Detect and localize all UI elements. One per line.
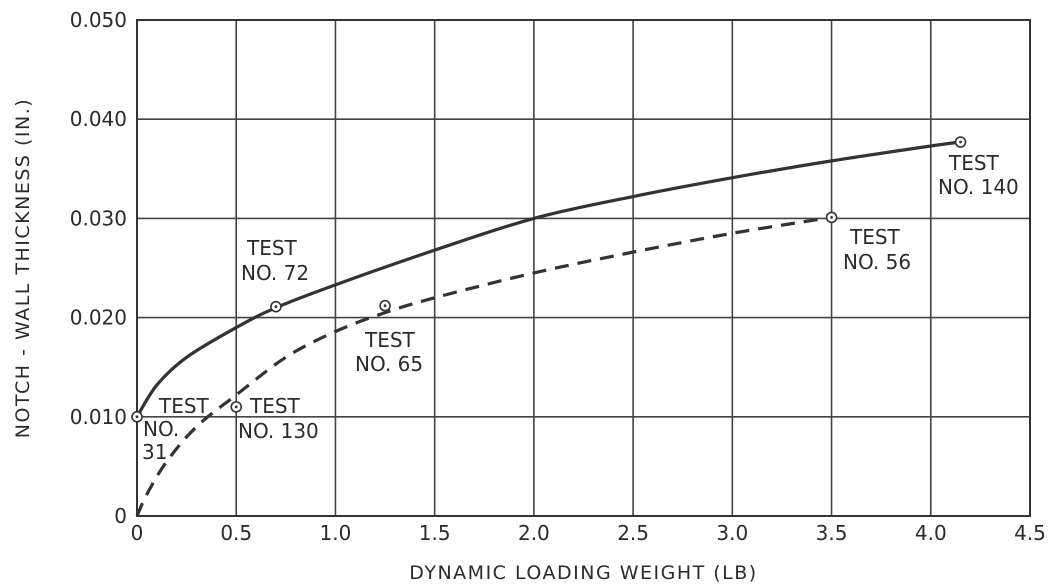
annotation-line: NO. [143, 417, 179, 441]
x-tick-label: 3.5 [816, 521, 848, 545]
test-points [131, 136, 967, 423]
y-axis-title: NOTCH - WALL THICKNESS (IN.) [12, 98, 34, 438]
test-point-marker [230, 401, 243, 413]
x-tick-label: 1.5 [419, 521, 451, 545]
x-tick-label: 3.0 [716, 521, 748, 545]
x-tick-label: 0 [131, 521, 144, 545]
series-layer [135, 140, 961, 517]
test-annotation: TEST NO. 130 [238, 394, 319, 443]
x-tick-label: 4.5 [1014, 521, 1046, 545]
x-tick-label: 0.5 [220, 521, 252, 545]
y-tick-label: 0 [114, 504, 127, 528]
annotation-line: NO. 65 [355, 352, 423, 376]
x-tick-label: 2.0 [518, 521, 550, 545]
annotation-line: NO. 72 [241, 261, 309, 285]
plot-frame [136, 19, 1031, 517]
test-annotation: TEST NO. 65 [355, 328, 423, 376]
y-tick-labels: 0 0.010 0.020 0.030 0.040 0.050 [70, 8, 127, 528]
test-point-marker [825, 211, 838, 224]
test-annotation: TEST NO. 56 [843, 225, 911, 274]
annotation-line: TEST [849, 225, 901, 249]
x-tick-label: 4.0 [915, 521, 947, 545]
x-tick-labels: 0 0.5 1.0 1.5 2.0 2.5 3.0 3.5 4.0 4.5 [131, 521, 1046, 545]
test-annotation: TEST NO. 72 [241, 236, 309, 285]
annotation-line: TEST [364, 328, 416, 352]
annotation-line: TEST [249, 394, 301, 418]
dashed-curve [135, 215, 832, 517]
x-tick-label: 2.5 [617, 521, 649, 545]
test-point-marker [954, 136, 967, 148]
y-tick-label: 0.020 [70, 306, 127, 330]
test-annotation: TEST NO. 31 [142, 394, 210, 464]
test-point-marker [270, 300, 282, 313]
test-point-marker [379, 299, 391, 312]
x-tick-label: 1.0 [320, 521, 352, 545]
solid-curve [135, 140, 961, 418]
y-tick-label: 0.040 [70, 107, 127, 131]
grid [137, 20, 1030, 516]
test-annotation: TEST NO. 140 [938, 151, 1019, 199]
annotation-line: NO. 56 [843, 250, 911, 274]
y-tick-label: 0.050 [70, 8, 127, 32]
annotation-line: NO. 130 [238, 419, 319, 443]
annotation-line: TEST [246, 236, 298, 260]
annotation-line: 31 [142, 440, 167, 464]
test-point-marker [131, 410, 143, 423]
annotation-line: NO. 140 [938, 175, 1019, 199]
annotation-line: TEST [948, 151, 1000, 175]
y-tick-label: 0.010 [70, 405, 127, 429]
x-axis-title: DYNAMIC LOADING WEIGHT (LB) [409, 562, 757, 584]
y-tick-label: 0.030 [70, 206, 127, 230]
annotation-line: TEST [158, 394, 210, 418]
